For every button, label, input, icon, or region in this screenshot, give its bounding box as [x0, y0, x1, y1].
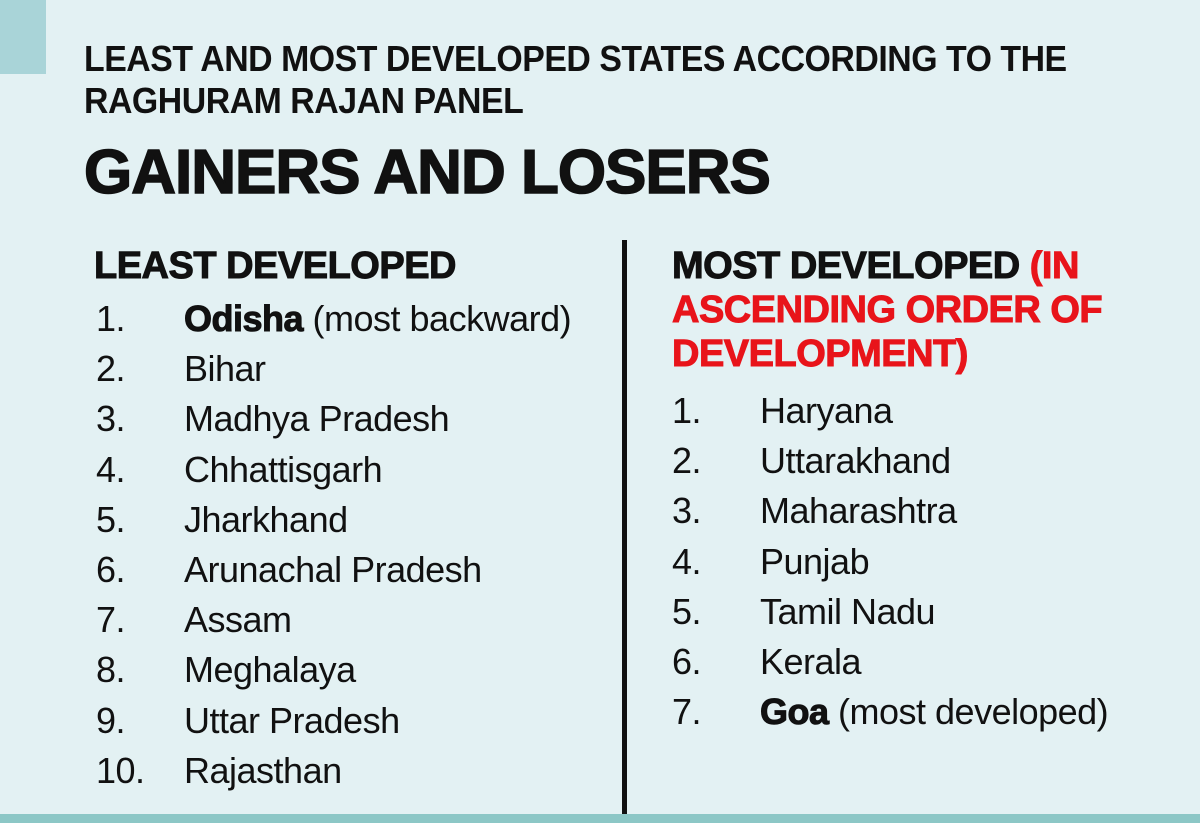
most-developed-heading: MOST DEVELOPED (IN ASCENDING ORDER OF DE… [671, 244, 1192, 376]
list-item: 1. Odisha (most backward) [94, 294, 614, 344]
item-name: Odisha (most backward) [183, 298, 572, 340]
item-number: 2. [96, 348, 126, 390]
most-developed-heading-main: MOST DEVELOPED [672, 245, 1030, 288]
item-number: 6. [96, 549, 126, 591]
item-name: Maharashtra [760, 490, 957, 532]
list-item: 6. Kerala [672, 637, 1192, 687]
least-developed-list: 1. Odisha (most backward) 2. Bihar 3. Madhy… [94, 294, 614, 796]
item-number: 3. [672, 490, 702, 532]
list-item: 3. Madhya Pradesh [94, 394, 614, 444]
item-name: Goa (most developed) [760, 691, 1109, 733]
list-item: 4. Chhattisgarh [94, 445, 614, 495]
item-name: Kerala [760, 641, 862, 683]
item-number: 4. [672, 540, 702, 582]
item-number: 6. [672, 641, 702, 683]
item-name: Bihar [184, 348, 266, 390]
item-name-bold: Goa [760, 691, 830, 733]
list-item: 7. Goa (most developed) [672, 687, 1192, 737]
list-item: 7. Assam [94, 595, 614, 645]
item-name: Meghalaya [184, 649, 356, 691]
list-item: 5. Jharkhand [94, 495, 614, 545]
item-name: Tamil Nadu [760, 590, 936, 632]
item-number: 7. [672, 691, 702, 733]
item-name: Uttar Pradesh [184, 699, 400, 741]
bottom-strip [0, 814, 1200, 823]
item-name: Chhattisgarh [184, 448, 383, 490]
item-name: Madhya Pradesh [184, 398, 450, 440]
least-developed-column: LEAST DEVELOPED 1. Odisha (most backward)… [94, 244, 614, 796]
item-name: Jharkhand [184, 498, 348, 540]
accent-block [0, 0, 46, 74]
list-item: 6. Arunachal Pradesh [94, 545, 614, 595]
item-number: 9. [96, 699, 126, 741]
list-item: 3. Maharashtra [672, 486, 1192, 536]
least-developed-heading: LEAST DEVELOPED [94, 245, 458, 288]
item-name: Rajasthan [184, 749, 342, 791]
list-item: 5. Tamil Nadu [672, 587, 1192, 637]
item-name: Punjab [760, 540, 870, 582]
item-number: 4. [96, 448, 126, 490]
list-item: 8. Meghalaya [94, 645, 614, 695]
item-number: 1. [96, 298, 126, 340]
list-item: 9. Uttar Pradesh [94, 696, 614, 746]
item-number: 3. [96, 398, 126, 440]
most-developed-column: MOST DEVELOPED (IN ASCENDING ORDER OF DE… [671, 244, 1192, 737]
item-number: 2. [672, 440, 702, 482]
item-number: 8. [96, 649, 126, 691]
most-developed-heading-note: (IN ASCENDING ORDER OF DEVELOPMENT) [671, 245, 1103, 376]
kicker-text: LEAST AND MOST DEVELOPED STATES ACCORDIN… [84, 38, 1067, 121]
list-item: 2. Uttarakhand [672, 436, 1192, 486]
page-title: GAINERS AND LOSERS [83, 137, 771, 208]
item-name: Assam [184, 599, 292, 641]
list-item: 1. Haryana [672, 386, 1192, 436]
item-number: 7. [96, 599, 126, 641]
item-name: Haryana [760, 390, 893, 432]
item-name: Uttarakhand [760, 440, 951, 482]
most-developed-list: 1. Haryana 2. Uttarakhand 3. Maharashtra 4.… [672, 386, 1192, 737]
item-number: 5. [96, 498, 126, 540]
item-number: 1. [672, 390, 702, 432]
item-note: (most developed) [828, 691, 1109, 733]
item-name: Arunachal Pradesh [184, 549, 482, 591]
list-item: 4. Punjab [672, 537, 1192, 587]
item-name-bold: Odisha [183, 298, 304, 340]
list-item: 2. Bihar [94, 344, 614, 394]
item-note: (most backward) [303, 298, 572, 340]
item-number: 5. [672, 590, 702, 632]
column-divider [622, 240, 627, 814]
list-item: 10. Rajasthan [94, 746, 614, 796]
item-number: 10. [96, 749, 145, 791]
